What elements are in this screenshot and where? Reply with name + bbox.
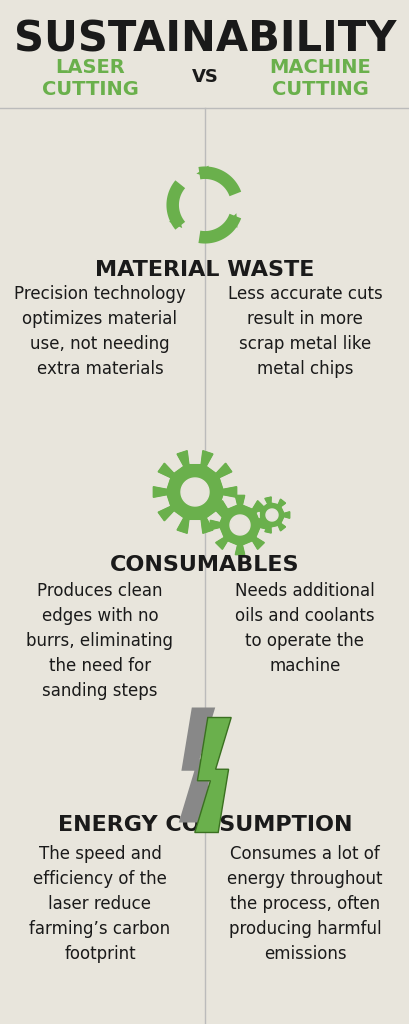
Polygon shape bbox=[153, 451, 236, 534]
Text: Precision technology
optimizes material
use, not needing
extra materials: Precision technology optimizes material … bbox=[14, 285, 185, 378]
Polygon shape bbox=[169, 214, 182, 228]
Text: ENERGY CONSUMPTION: ENERGY CONSUMPTION bbox=[58, 815, 351, 835]
Polygon shape bbox=[229, 515, 249, 535]
Polygon shape bbox=[181, 478, 209, 506]
Polygon shape bbox=[210, 496, 269, 555]
Text: CONSUMABLES: CONSUMABLES bbox=[110, 555, 299, 575]
Text: Less accurate cuts
result in more
scrap metal like
metal chips: Less accurate cuts result in more scrap … bbox=[227, 285, 382, 378]
Text: Needs additional
oils and coolants
to operate the
machine: Needs additional oils and coolants to op… bbox=[234, 582, 374, 675]
Text: MATERIAL WASTE: MATERIAL WASTE bbox=[95, 260, 314, 280]
Text: Consumes a lot of
energy throughout
the process, often
producing harmful
emissio: Consumes a lot of energy throughout the … bbox=[227, 845, 382, 963]
Text: LASER
CUTTING: LASER CUTTING bbox=[41, 58, 138, 99]
Polygon shape bbox=[226, 213, 237, 227]
Polygon shape bbox=[196, 166, 210, 177]
Polygon shape bbox=[178, 708, 215, 822]
Text: VS: VS bbox=[191, 68, 218, 86]
Text: The speed and
efficiency of the
laser reduce
farming’s carbon
footprint: The speed and efficiency of the laser re… bbox=[29, 845, 170, 963]
Polygon shape bbox=[265, 509, 277, 521]
Text: SUSTAINABILITY: SUSTAINABILITY bbox=[14, 18, 395, 60]
Polygon shape bbox=[194, 718, 231, 833]
Text: Produces clean
edges with no
burrs, eliminating
the need for
sanding steps: Produces clean edges with no burrs, elim… bbox=[27, 582, 173, 700]
Text: MACHINE
CUTTING: MACHINE CUTTING bbox=[268, 58, 370, 99]
Polygon shape bbox=[254, 497, 289, 532]
